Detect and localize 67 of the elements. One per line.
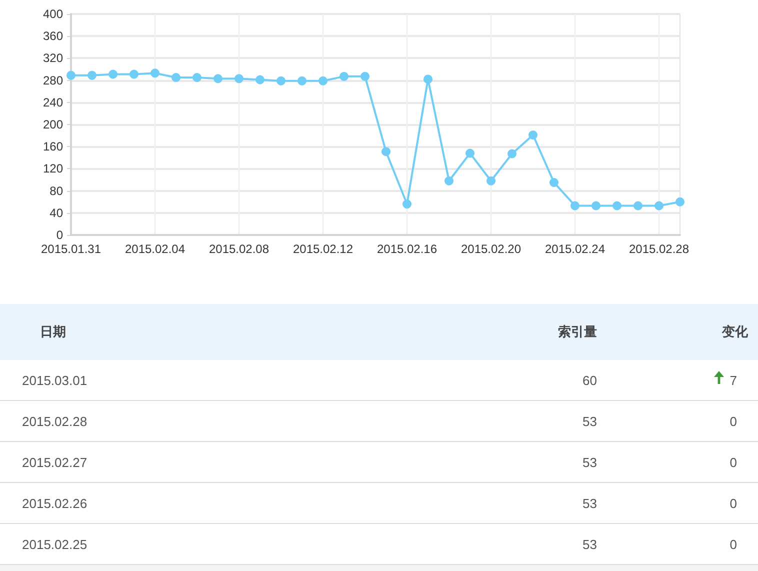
point	[276, 76, 286, 86]
x-tick-label: 2015.02.04	[124, 242, 186, 256]
x-tick-label: 2015.02.08	[208, 242, 270, 256]
point	[150, 68, 160, 78]
point	[360, 72, 370, 81]
data-label: 0	[730, 496, 737, 510]
point	[318, 76, 328, 86]
point	[88, 70, 96, 80]
x-tick-label: 2015.01.31	[40, 242, 102, 256]
y-tick-label: 120	[42, 162, 64, 176]
y-tick-label: 80	[50, 184, 64, 198]
category-label: 2015.03.01	[22, 372, 88, 390]
point	[340, 72, 348, 81]
point	[528, 130, 538, 140]
point	[550, 178, 558, 188]
point	[172, 73, 180, 82]
category-label: 2015.02.28	[22, 412, 88, 430]
point	[192, 73, 202, 82]
point	[508, 149, 516, 158]
point	[592, 201, 600, 210]
point	[634, 201, 642, 210]
x-tick-label: 2015.02.16	[376, 242, 438, 256]
point	[486, 176, 496, 186]
point	[298, 76, 306, 86]
x-tick-label: 2015.02.20	[460, 242, 522, 256]
category-label: 2015.02.26	[22, 494, 88, 512]
data-label: 53	[582, 496, 597, 510]
point	[256, 75, 264, 84]
y-tick-label: 240	[42, 95, 64, 110]
y-tick-label: 160	[42, 140, 64, 154]
point	[654, 201, 664, 210]
y-tick-label: 280	[42, 73, 64, 88]
point	[130, 70, 138, 79]
point	[402, 200, 412, 209]
data-label: 60	[582, 372, 597, 388]
data-label: 0	[730, 414, 737, 428]
y-tick-label: 40	[50, 206, 64, 220]
text: 变化	[722, 323, 748, 341]
y-tick-label: 200	[42, 118, 64, 132]
x-tick-label: 2015.02.28	[628, 242, 690, 256]
data-label: 53	[582, 536, 597, 552]
point	[108, 70, 118, 79]
text: 日期	[40, 323, 66, 341]
point	[234, 74, 244, 84]
point	[612, 201, 622, 210]
y-tick-label: 400	[42, 7, 64, 21]
x-tick-label: 2015.02.24	[544, 242, 606, 256]
point	[424, 74, 432, 84]
data-label: 7	[730, 372, 737, 388]
point	[66, 70, 76, 80]
x-tick-label: 2015.02.12	[292, 242, 354, 256]
data-label: 53	[582, 454, 597, 470]
point	[382, 147, 390, 156]
point	[444, 176, 454, 186]
point	[676, 197, 684, 206]
point	[570, 201, 580, 210]
data-label: 0	[730, 454, 737, 470]
data-label: 0	[730, 536, 737, 552]
text: 索引量	[558, 323, 597, 341]
y-tick-label: 360	[42, 29, 64, 44]
category-label: 2015.02.25	[22, 536, 88, 554]
y-tick-label: 320	[42, 51, 64, 66]
category-label: 2015.02.27	[22, 454, 88, 472]
point	[466, 148, 474, 158]
point	[214, 74, 222, 84]
data-label: 53	[582, 414, 597, 428]
y-tick-label: 0	[56, 228, 64, 242]
